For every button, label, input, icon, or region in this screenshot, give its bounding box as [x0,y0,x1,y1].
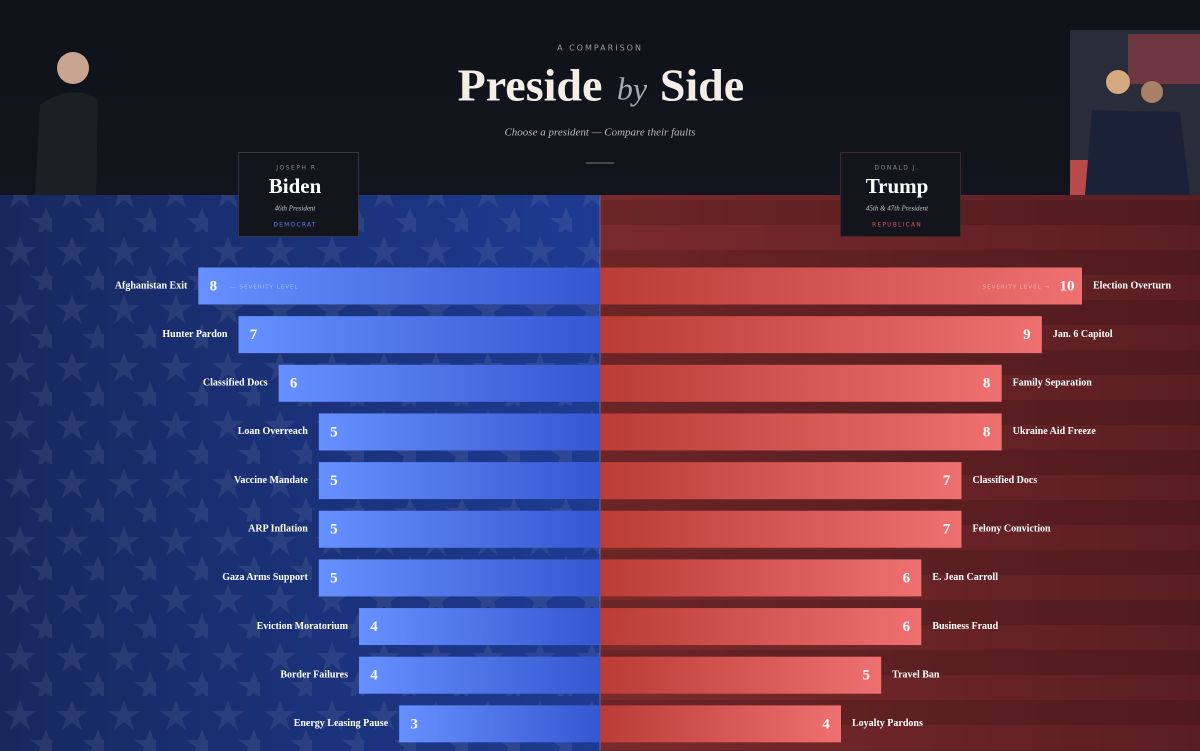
category-label: Family Separation [1013,378,1093,389]
category-label: Felony Conviction [973,524,1051,535]
subtitle: Choose a president — Compare their fault… [504,127,695,139]
value-label: 5 [330,473,338,489]
value-label: 5 [330,424,338,440]
category-label: Border Failures [280,669,348,680]
kicker: A COMPARISON [557,44,643,53]
category-label: Vaccine Mandate [234,475,308,486]
left-portrait [35,52,98,195]
value-label: 10 [1060,278,1075,294]
category-label: Gaza Arms Support [222,572,308,583]
title: by [617,70,648,106]
bar [600,462,962,500]
value-label: 6 [903,570,911,586]
value-label: 9 [1023,327,1031,343]
bar [600,510,962,548]
value-label: 5 [330,522,338,538]
category-label: Classified Docs [973,475,1038,486]
category-label: Loan Overreach [238,426,309,437]
value-label: 6 [903,619,911,635]
category-label: Afghanistan Exit [115,280,188,291]
value-label: 8 [210,278,218,294]
bar [600,267,1082,305]
last-name: Biden [269,174,322,198]
card-box [840,152,961,237]
value-label: 5 [862,668,870,684]
category-label: Loyalty Pardons [852,718,923,729]
value-label: 4 [370,619,378,635]
bar [278,364,600,402]
value-label: 7 [250,327,258,343]
title: Preside [458,60,603,111]
bar [600,656,882,694]
value-label: 8 [983,376,991,392]
value-label: 3 [410,716,418,732]
bar [359,656,600,694]
value-label: 4 [370,668,378,684]
name-card: JOSEPH R. Biden 46th President DEMOCRAT [238,152,359,237]
role: 46th President [275,205,317,213]
bar [238,316,600,354]
bar [600,705,841,743]
right-photo [1070,30,1200,195]
severity-note: SEVERITY LEVEL → [983,285,1050,291]
value-label: 5 [330,570,338,586]
bar [399,705,600,743]
category-label: Business Fraud [932,621,998,632]
category-label: Jan. 6 Capitol [1053,329,1113,340]
bar [600,316,1042,354]
value-label: 6 [290,376,298,392]
first-name: JOSEPH R. [275,165,320,172]
category-label: Hunter Pardon [162,329,228,340]
bar [318,559,600,597]
bar [318,462,600,500]
value-label: 7 [943,522,951,538]
bar [600,413,1002,451]
value-label: 4 [822,716,830,732]
category-label: E. Jean Carroll [932,572,998,583]
bar [318,413,600,451]
category-label: Eviction Moratorium [257,621,349,632]
category-label: Energy Leasing Pause [294,718,389,729]
bar [600,364,1002,402]
value-label: 7 [943,473,951,489]
last-name: Trump [866,174,929,198]
category-label: Election Overturn [1093,280,1171,291]
category-label: Classified Docs [203,378,268,389]
bar [600,559,922,597]
category-label: Travel Ban [892,669,940,680]
bar [359,608,600,646]
party: REPUBLICAN [872,222,922,229]
card-box [238,152,359,237]
bar [600,608,922,646]
role: 45th & 47th President [866,205,929,213]
category-label: Ukraine Aid Freeze [1013,426,1097,437]
bar [318,510,600,548]
title: Side [660,60,744,111]
value-label: 8 [983,424,991,440]
category-label: ARP Inflation [248,524,308,535]
severity-note: — SEVERITY LEVEL [230,285,298,291]
party: DEMOCRAT [273,222,316,229]
first-name: DONALD J. [875,165,920,172]
name-card: DONALD J. Trump 45th & 47th President RE… [840,152,961,237]
bar [198,267,601,305]
